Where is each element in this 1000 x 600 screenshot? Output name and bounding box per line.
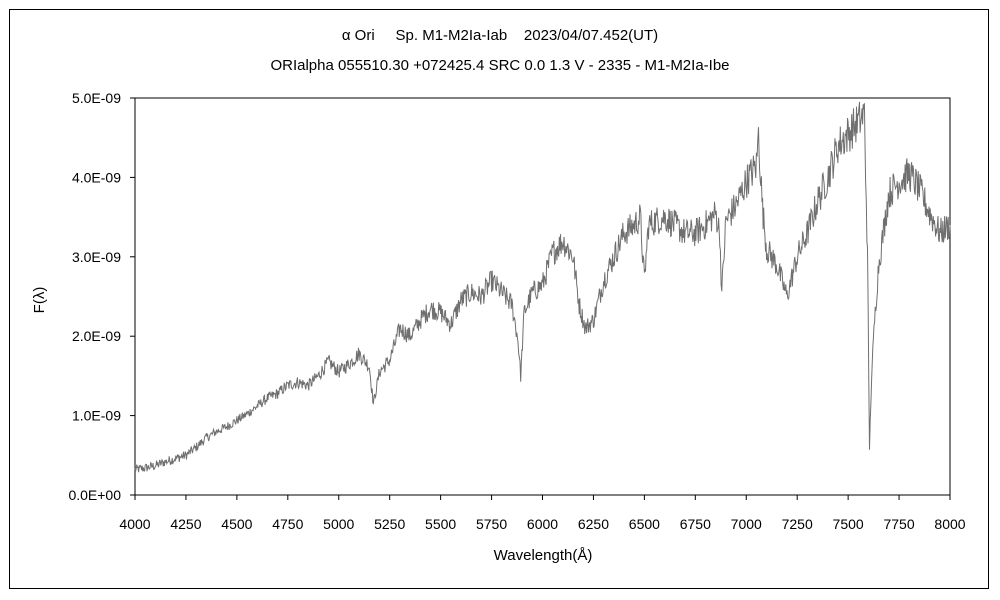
y-tick-label: 3.0E-09 [72,249,121,265]
y-tick-label: 2.0E-09 [72,328,121,344]
y-tick-label: 5.0E-09 [72,90,121,106]
x-tick-label: 6750 [680,516,711,532]
x-tick-label: 4000 [119,516,150,532]
x-tick-label: 4250 [170,516,201,532]
y-tick-label: 0.0E+00 [68,487,121,503]
chart-frame [9,9,989,589]
y-axis: 0.0E+00 1.0E-09 2.0E-09 3.0E-09 4.0E-09 5.0E-… [68,90,135,503]
x-tick-label: 8000 [934,516,965,532]
x-tick-label: 6000 [527,516,558,532]
x-tick-label: 7750 [883,516,914,532]
x-axis-label: Wavelength(Å) [494,547,593,564]
x-tick-label: 5750 [476,516,507,532]
x-tick-label: 7000 [731,516,762,532]
y-axis-label: F(λ) [31,287,48,314]
plot-area [134,97,951,496]
chart-title: α Ori Sp. M1-M2Ia-Iab 2023/04/07.452(UT) [341,27,659,44]
x-axis: 4000 4250 4500 4750 5000 5250 5500 5750 6000 6250… [119,495,966,532]
x-tick-label: 7500 [833,516,864,532]
spectrum-line [134,101,951,473]
x-tick-label: 4750 [272,516,303,532]
chart-subtitle: ORIalpha 055510.30 +072425.4 SRC 0.0 1.3… [270,57,730,74]
x-tick-label: 6500 [629,516,660,532]
x-tick-label: 5000 [323,516,354,532]
x-tick-label: 6250 [578,516,609,532]
y-tick-label: 4.0E-09 [72,169,121,185]
x-tick-label: 4500 [221,516,252,532]
y-tick-label: 1.0E-09 [72,408,121,424]
plot-border [134,97,951,496]
x-tick-label: 5500 [425,516,456,532]
x-tick-label: 7250 [782,516,813,532]
x-tick-label: 5250 [374,516,405,532]
